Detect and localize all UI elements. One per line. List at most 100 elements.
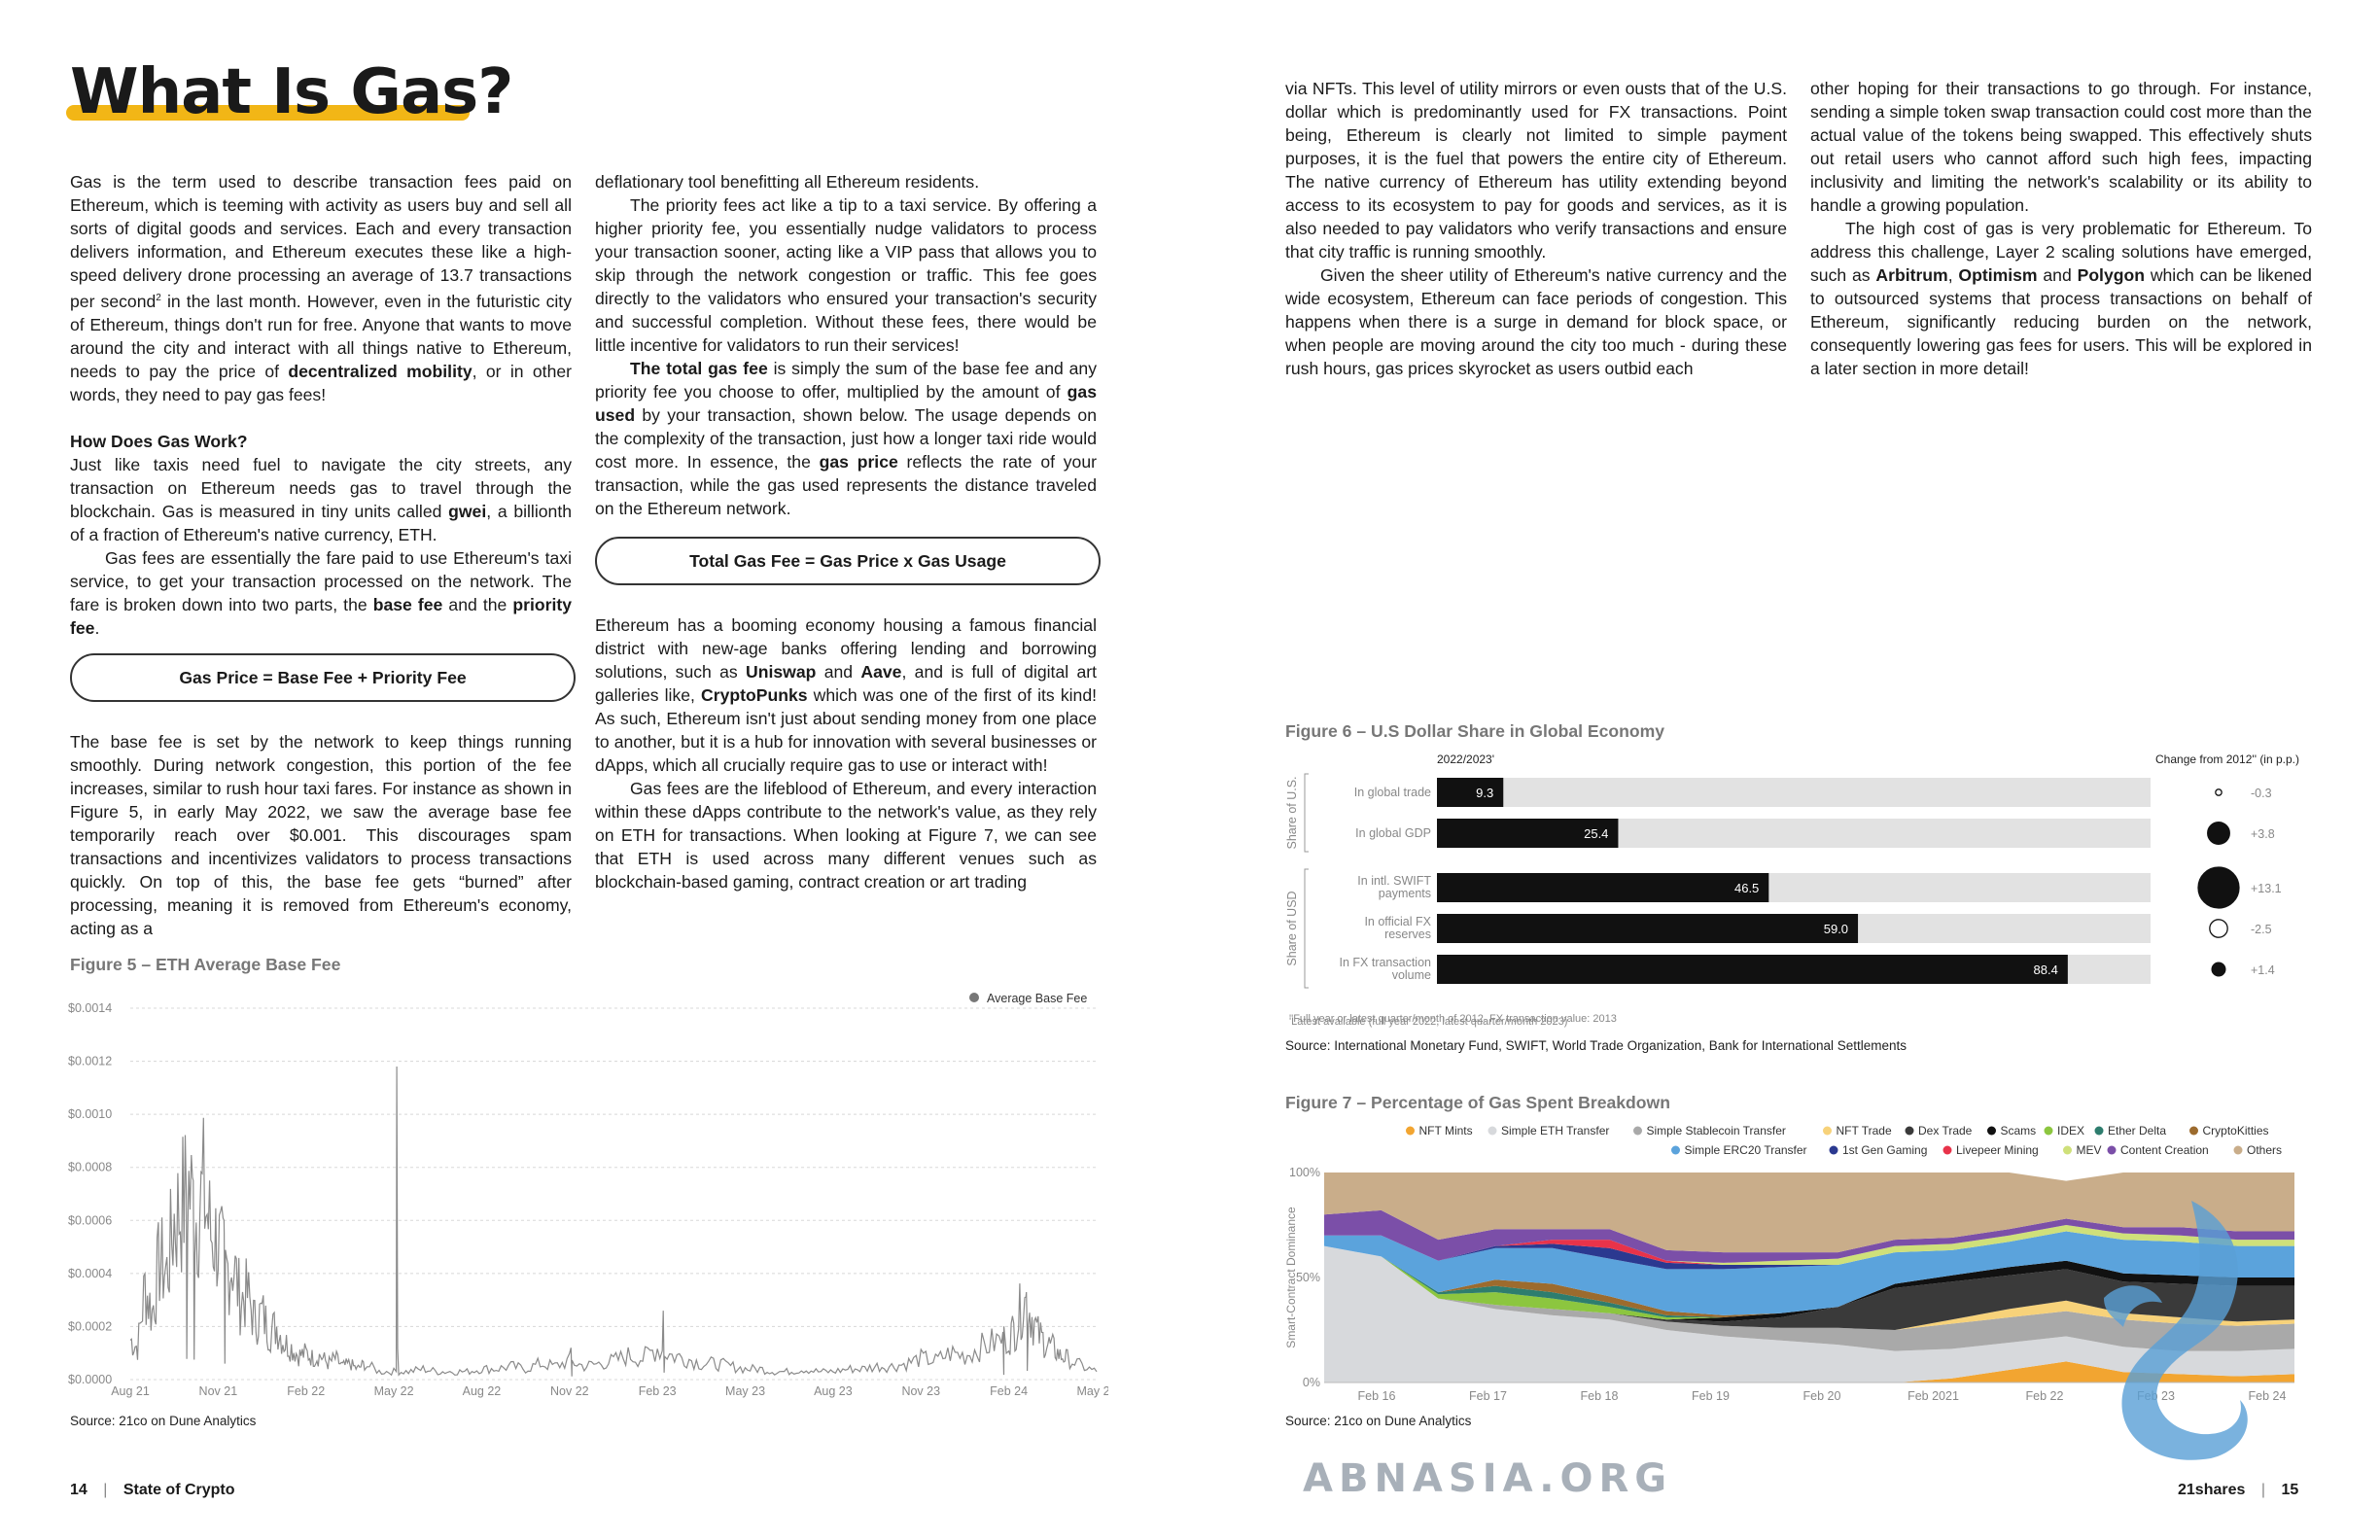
x-tick-label: Nov 23 xyxy=(901,1384,940,1398)
right-page: via NFTs. This level of utility mirrors … xyxy=(1190,0,2380,1540)
legend-label: Dex Trade xyxy=(1918,1124,1973,1138)
group-bracket xyxy=(1304,868,1309,989)
area-nft-trade xyxy=(1324,1245,2294,1330)
page-number: 15 xyxy=(2281,1482,2299,1498)
legend-label: Ether Delta xyxy=(2108,1124,2166,1138)
y-tick-label: $0.0012 xyxy=(68,1055,112,1068)
paragraph-outbid: other hoping for their transactions to g… xyxy=(1810,79,2312,215)
legend-swatch xyxy=(1633,1126,1642,1136)
footer-separator: | xyxy=(103,1482,108,1498)
bar xyxy=(1437,778,1504,807)
paragraph-gas-work: Just like taxis need fuel to navigate th… xyxy=(70,454,572,544)
bar xyxy=(1437,914,1859,943)
area-dex-trade xyxy=(1324,1245,2294,1330)
x-tick-label: Feb 2021 xyxy=(1908,1389,1959,1403)
x-tick-label: Aug 22 xyxy=(463,1384,502,1398)
paragraph-total-fee: The total gas fee is simply the sum of t… xyxy=(595,359,1097,518)
formula-total-gas-fee: Total Gas Fee = Gas Price x Gas Usage xyxy=(595,537,1101,585)
paragraph-lifeblood: Gas fees are the lifeblood of Ethereum, … xyxy=(595,779,1097,892)
area-livepeer-mining xyxy=(1324,1231,2294,1265)
x-tick-label: Aug 23 xyxy=(814,1384,853,1398)
bar-value-label: 59.0 xyxy=(1824,922,1848,936)
legend-swatch xyxy=(1488,1126,1497,1136)
left-page: What Is Gas? Gas is the term used to des… xyxy=(66,56,1109,1499)
legend-swatch xyxy=(2107,1145,2117,1155)
legend-label: Simple Stablecoin Transfer xyxy=(1647,1124,1786,1138)
legend-swatch xyxy=(2189,1126,2198,1136)
legend-dot xyxy=(969,993,979,1002)
bar xyxy=(1437,873,1769,902)
y-tick-label: 0% xyxy=(1303,1376,1320,1389)
right-column-2: other hoping for their transactions to g… xyxy=(1810,77,2312,380)
paragraph-deflationary: deflationary tool benefitting all Ethere… xyxy=(595,172,980,192)
paragraph-intro: Gas is the term used to describe transac… xyxy=(70,172,572,404)
bar-value-label: 88.4 xyxy=(2034,962,2058,977)
legend-swatch xyxy=(1671,1145,1680,1155)
legend-swatch xyxy=(2044,1126,2053,1136)
x-tick-label: Nov 22 xyxy=(550,1384,589,1398)
legend-swatch xyxy=(1406,1126,1415,1136)
area-others xyxy=(1324,1172,2294,1253)
group-label: Share of USD xyxy=(1285,891,1299,965)
left-column-1-lower: The base fee is set by the network to ke… xyxy=(70,730,572,940)
area-simple-erc20-transfer xyxy=(1324,1231,2294,1315)
change-bubble xyxy=(2211,962,2226,977)
paragraph-congestion: Given the sheer utility of Ethereum's na… xyxy=(1285,265,1787,378)
legend-swatch xyxy=(1987,1126,1996,1136)
x-tick-label: Feb 20 xyxy=(1803,1389,1841,1403)
bar-track xyxy=(1437,778,2151,807)
figure-7-chart: NFT Mints Simple ETH Transfer Simple Stabl… xyxy=(1285,1124,2294,1403)
x-tick-label: Feb 18 xyxy=(1581,1389,1619,1403)
left-column-2-lower: Ethereum has a booming economy housing a… xyxy=(595,613,1097,893)
legend-label: Simple ETH Transfer xyxy=(1501,1124,1609,1138)
figure-5-source: Source: 21co on Dune Analytics xyxy=(70,1414,257,1428)
bar-value-label: 9.3 xyxy=(1476,786,1493,800)
x-tick-label: Feb 22 xyxy=(287,1384,325,1398)
x-tick-label: Feb 22 xyxy=(2026,1389,2064,1403)
footer-left: 14 | State of Crypto xyxy=(70,1482,235,1499)
brand-name: 21shares xyxy=(2178,1482,2246,1498)
legend-swatch xyxy=(1942,1145,1952,1155)
area-simple-stablecoin-transfer xyxy=(1324,1245,2294,1351)
legend-label: Scams xyxy=(2001,1124,2037,1138)
paragraph-nfts: via NFTs. This level of utility mirrors … xyxy=(1285,79,1787,262)
x-tick-label: Feb 19 xyxy=(1692,1389,1730,1403)
legend-label: 1st Gen Gaming xyxy=(1842,1143,1927,1157)
legend-label: Others xyxy=(2247,1143,2282,1157)
y-tick-label: $0.0014 xyxy=(68,1001,112,1015)
x-tick-label: Feb 16 xyxy=(1358,1389,1396,1403)
x-tick-label: May 24 xyxy=(1077,1384,1109,1398)
area-cryptokitties xyxy=(1324,1245,2294,1317)
area-content-creation xyxy=(1324,1209,2294,1263)
paragraph-priority-fee: The priority fees act like a tip to a ta… xyxy=(595,195,1097,355)
figure-7-source: Source: 21co on Dune Analytics xyxy=(1285,1414,1472,1428)
y-tick-label: $0.0008 xyxy=(68,1161,112,1174)
figure-5-title: Figure 5 – ETH Average Base Fee xyxy=(70,955,341,974)
legend-label: Livepeer Mining xyxy=(1956,1143,2039,1157)
y-tick-label: $0.0004 xyxy=(68,1267,112,1280)
area-idex xyxy=(1324,1245,2294,1320)
x-tick-label: Feb 24 xyxy=(990,1384,1028,1398)
right-column-1: via NFTs. This level of utility mirrors … xyxy=(1285,77,1787,380)
change-label: -2.5 xyxy=(2251,923,2272,936)
change-bubble xyxy=(2197,866,2240,909)
y-tick-label: 50% xyxy=(1296,1271,1320,1284)
legend-swatch xyxy=(1823,1126,1832,1136)
legend-label: IDEX xyxy=(2057,1124,2084,1138)
figure-6-note-1: 'Latest available (full year 2022, lates… xyxy=(1289,1016,1567,1028)
bar xyxy=(1437,955,2068,984)
change-label: +3.8 xyxy=(2251,827,2275,841)
legend-swatch xyxy=(2233,1145,2243,1155)
y-tick-label: $0.0006 xyxy=(68,1213,112,1227)
legend-swatch xyxy=(1905,1126,1914,1136)
watermark-dragon-logo xyxy=(2104,1201,2248,1460)
x-tick-label: Nov 21 xyxy=(199,1384,238,1398)
value-column-label: 2022/2023' xyxy=(1437,752,1494,766)
x-tick-label: Feb 23 xyxy=(639,1384,677,1398)
publication-name: State of Crypto xyxy=(122,1482,235,1498)
x-tick-label: May 23 xyxy=(725,1384,765,1398)
base-fee-line xyxy=(129,1066,1098,1377)
row-label: In global GDP xyxy=(1355,826,1431,840)
left-column-2: deflationary tool benefitting all Ethere… xyxy=(595,170,1097,520)
y-tick-label: 100% xyxy=(1289,1166,1320,1179)
